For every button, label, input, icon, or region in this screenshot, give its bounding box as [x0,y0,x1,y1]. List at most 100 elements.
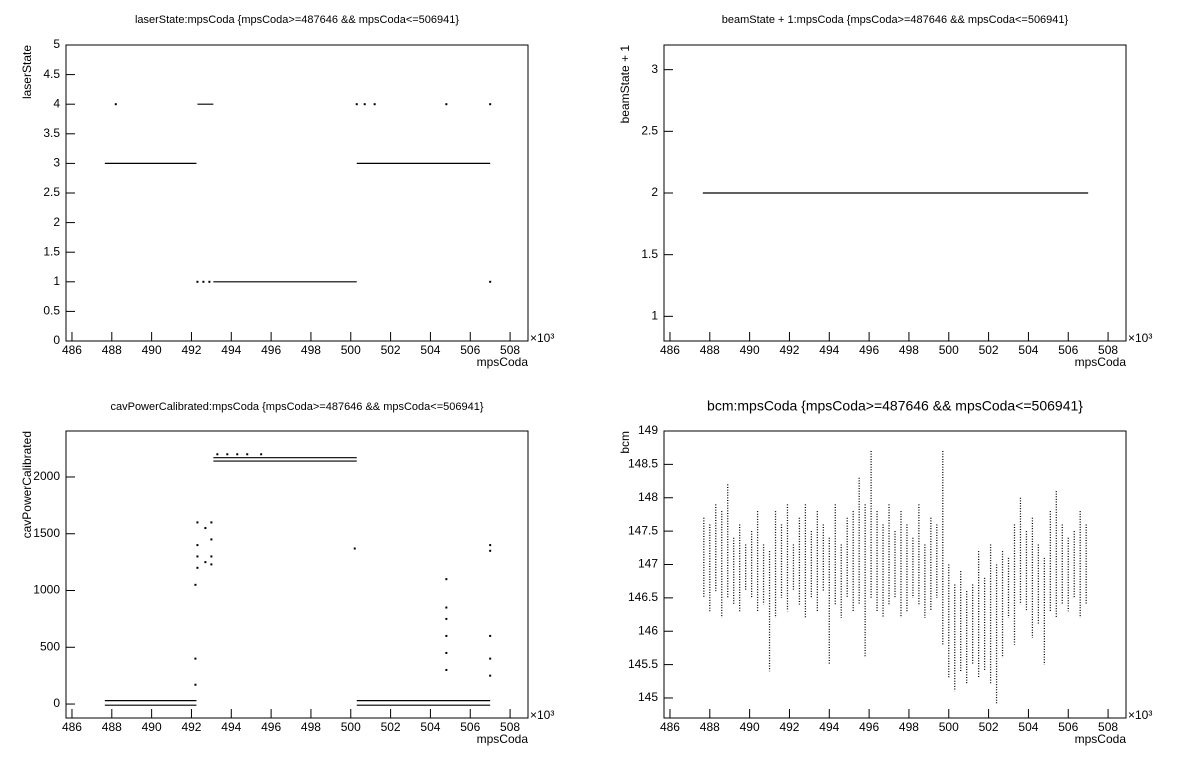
data-point [216,453,219,456]
x-tick-label: 500 [939,720,959,734]
x-exponent-label: ×10³ [1128,331,1152,345]
x-tick-label: 494 [819,720,839,734]
data-point [210,538,213,541]
y-tick-label: 1.5 [43,244,60,258]
data-point [489,544,492,547]
x-tick-label: 494 [221,720,241,734]
data-point [363,103,366,106]
y-axis-label: cavPowerCalibrated [20,431,34,538]
x-axis-label: mpsCoda [477,355,529,369]
x-tick-label: 498 [301,343,321,357]
y-tick-label: 1 [53,274,60,288]
x-tick-label: 504 [420,343,440,357]
data-point [445,651,448,654]
y-tick-label: 500 [40,639,60,653]
x-tick-label: 490 [740,343,760,357]
y-tick-label: 146.5 [628,590,658,604]
y-tick-label: 2000 [33,469,60,483]
y-tick-label: 4 [53,96,60,110]
x-tick-label: 508 [500,343,520,357]
chart-title: cavPowerCalibrated:mpsCoda {mpsCoda>=487… [110,401,483,413]
y-tick-label: 2.5 [641,124,658,138]
y-tick-label: 5 [53,37,60,51]
x-tick-label: 494 [819,343,839,357]
x-tick-label: 508 [1098,343,1118,357]
x-tick-label: 498 [899,343,919,357]
y-axis-label: bcm [618,431,632,454]
x-tick-label: 506 [460,720,480,734]
x-tick-label: 488 [102,343,122,357]
data-point [196,280,199,283]
x-tick-label: 486 [62,343,82,357]
x-tick-label: 500 [939,343,959,357]
x-tick-label: 492 [779,720,799,734]
data-point [196,555,199,558]
x-tick-label: 490 [142,720,162,734]
x-tick-label: 500 [341,343,361,357]
data-point [196,544,199,547]
x-tick-label: 488 [700,720,720,734]
x-tick-label: 502 [979,343,999,357]
x-tick-label: 502 [979,720,999,734]
data-point [489,674,492,677]
y-tick-label: 1000 [33,583,60,597]
x-tick-label: 486 [660,720,680,734]
data-point [196,566,199,569]
x-tick-label: 488 [102,720,122,734]
x-tick-label: 490 [142,343,162,357]
x-tick-label: 498 [899,720,919,734]
data-point [204,561,207,564]
y-tick-label: 3 [651,62,658,76]
data-point [445,668,448,671]
x-tick-label: 496 [859,720,879,734]
data-point [489,103,492,106]
y-tick-label: 2.5 [43,185,60,199]
data-point [445,578,448,581]
data-point [208,280,211,283]
chart-title: bcm:mpsCoda {mpsCoda>=487646 && mpsCoda<… [707,398,1083,414]
y-tick-label: 0.5 [43,304,60,318]
data-point [489,657,492,660]
plot-frame [65,430,529,719]
x-axis-label: mpsCoda [1075,732,1127,746]
data-point [226,453,229,456]
x-tick-label: 486 [660,343,680,357]
x-tick-label: 492 [181,720,201,734]
data-point [445,634,448,637]
data-point [210,555,213,558]
data-point [194,583,197,586]
plot-frame [65,44,529,342]
y-tick-label: 1.5 [641,247,658,261]
x-tick-label: 502 [381,720,401,734]
y-axis-label: beamState + 1 [618,45,632,124]
data-point [373,103,376,106]
data-point [204,527,207,530]
y-tick-label: 1500 [33,526,60,540]
x-tick-label: 496 [261,343,281,357]
plot-frame [663,430,1127,719]
x-exponent-label: ×10³ [530,331,554,345]
y-tick-label: 147.5 [628,523,658,537]
data-point [194,683,197,686]
data-point [353,547,356,550]
data-point [445,606,448,609]
x-tick-label: 496 [859,343,879,357]
y-tick-label: 145 [638,690,658,704]
y-tick-label: 2 [53,215,60,229]
y-tick-label: 0 [53,696,60,710]
chart-title: laserState:mpsCoda {mpsCoda>=487646 && m… [135,14,459,26]
x-tick-label: 508 [1098,720,1118,734]
x-axis-label: mpsCoda [1075,355,1127,369]
data-point [445,103,448,106]
data-point [445,617,448,620]
data-point [210,521,213,524]
y-tick-label: 3 [53,156,60,170]
data-point [196,521,199,524]
x-exponent-label: ×10³ [1128,708,1152,722]
y-tick-label: 147 [638,557,658,571]
x-tick-label: 500 [341,720,361,734]
x-tick-label: 494 [221,343,241,357]
y-tick-label: 0 [53,333,60,347]
